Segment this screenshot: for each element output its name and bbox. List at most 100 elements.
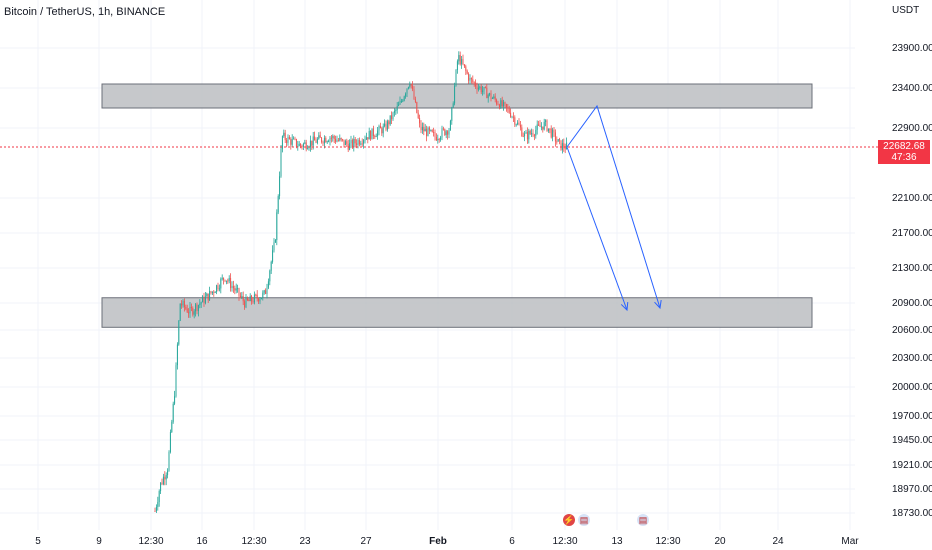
y-tick-label: 23900.00	[892, 43, 932, 54]
candle-body	[370, 131, 372, 140]
candle-body	[269, 270, 271, 282]
candle-body	[231, 285, 233, 289]
candle-body	[218, 288, 220, 290]
candle-body	[561, 143, 563, 150]
candle-body	[329, 137, 331, 142]
x-tick-label: 27	[360, 536, 372, 547]
candle-body	[428, 127, 430, 131]
candle-body	[448, 130, 450, 135]
candle-body	[357, 139, 359, 146]
candle-body	[267, 281, 269, 288]
candle-body	[384, 123, 386, 127]
candle-body	[381, 128, 383, 134]
candle-body	[216, 285, 218, 292]
candle-body	[417, 112, 419, 119]
candle-body	[322, 141, 324, 144]
candle-body	[518, 122, 520, 126]
candle-body	[452, 103, 454, 108]
candle-body	[486, 87, 488, 99]
candle-body	[185, 307, 187, 309]
candle-body	[382, 126, 384, 134]
candle-body	[531, 133, 533, 135]
candle-body	[514, 117, 516, 125]
candle-body	[280, 148, 282, 177]
candle-body	[253, 294, 255, 303]
candle-body	[242, 296, 244, 302]
candle-body	[354, 139, 356, 144]
candle-body	[365, 137, 367, 140]
candle-body	[532, 133, 534, 136]
candle-body	[193, 311, 195, 315]
us-flag-icon[interactable]: ▤	[578, 514, 590, 526]
candle-body	[343, 139, 345, 146]
candle-body	[410, 84, 412, 86]
candle-body	[249, 295, 251, 302]
candle-body	[284, 132, 286, 141]
candle-body	[234, 288, 236, 291]
candle-body	[479, 86, 481, 88]
candle-body	[468, 73, 470, 81]
candle-body	[244, 301, 246, 308]
candle-body	[304, 142, 306, 144]
x-tick-label: 12:30	[138, 536, 163, 547]
candle-body	[228, 277, 230, 282]
candle-body	[172, 403, 174, 422]
candle-body	[360, 143, 362, 145]
candle-body	[440, 137, 442, 140]
candle-body	[566, 142, 568, 150]
lightning-icon[interactable]: ⚡	[563, 514, 575, 526]
candle-body	[459, 55, 461, 65]
candle-body	[403, 96, 405, 101]
candle-body	[533, 135, 535, 137]
candle-body	[325, 138, 327, 143]
candle-body	[281, 136, 283, 149]
us-flag-icon[interactable]: ▤	[637, 514, 649, 526]
x-tick-label: 16	[196, 536, 208, 547]
candle-body	[500, 100, 502, 109]
candle-body	[162, 476, 164, 485]
candle-body	[393, 111, 395, 113]
candle-body	[482, 90, 484, 93]
candle-body	[175, 365, 177, 397]
candle-body	[188, 312, 190, 314]
candle-body	[291, 139, 293, 145]
candle-body	[335, 138, 337, 142]
candle-body	[350, 140, 352, 144]
projection-arrow-head	[620, 301, 629, 312]
candle-body	[466, 70, 468, 74]
candle-body	[256, 294, 258, 299]
candle-body	[444, 129, 446, 135]
candle-body	[445, 131, 447, 135]
candle-body	[276, 212, 278, 241]
candle-body	[557, 139, 559, 142]
x-tick-label: Feb	[429, 536, 447, 547]
countdown-value: 47:36	[891, 152, 917, 163]
candle-body	[307, 148, 309, 150]
candle-body	[503, 102, 505, 106]
x-tick-label: 12:30	[655, 536, 680, 547]
candle-body	[252, 301, 254, 303]
candle-body	[209, 291, 211, 301]
candle-body	[323, 138, 325, 144]
candle-body	[237, 288, 239, 290]
y-tick-label: 22900.00	[892, 123, 932, 134]
candle-body	[413, 89, 415, 100]
candle-body	[400, 100, 402, 102]
candle-body	[483, 87, 485, 91]
candle-body	[435, 137, 437, 141]
candle-body	[287, 137, 289, 143]
candle-body	[396, 106, 398, 111]
projection-arrow-head	[654, 300, 662, 310]
candle-body	[262, 292, 264, 298]
candle-body	[167, 470, 169, 476]
y-tick-label: 19450.00	[892, 435, 932, 446]
candle-body	[213, 291, 215, 293]
candle-body	[312, 136, 314, 146]
candle-body	[353, 139, 355, 147]
candle-body	[378, 126, 380, 131]
candle-body	[536, 124, 538, 130]
candle-body	[476, 86, 478, 90]
current-price-label: 22682.68 47:36	[878, 140, 930, 164]
candle-body	[356, 143, 358, 146]
